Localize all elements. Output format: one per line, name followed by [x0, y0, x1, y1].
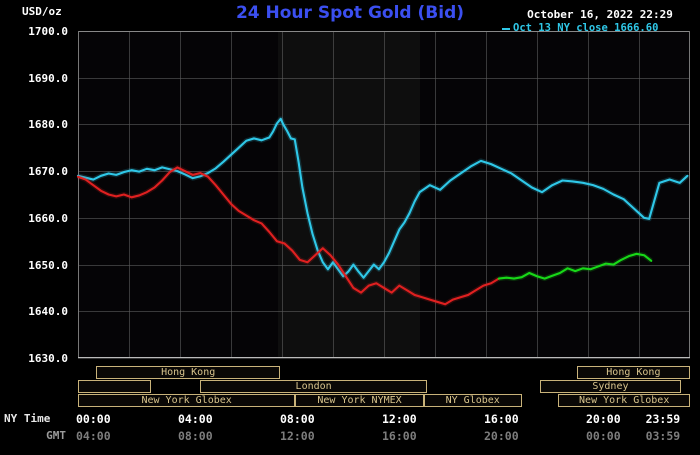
session-bar: [423, 394, 522, 407]
x-tick-gmt: 04:00: [76, 429, 111, 443]
session-bar: [540, 380, 681, 393]
nymex-session-shading: [278, 31, 420, 358]
x-tick-ny: 12:00: [382, 412, 417, 426]
x-tick-gmt: 03:59: [645, 429, 681, 443]
gmt-row-label: GMT: [46, 429, 66, 442]
x-tick-gmt: 20:00: [484, 429, 519, 443]
series-glow: [498, 251, 653, 282]
y-tick-label: 1630.0: [28, 352, 68, 365]
plot-area: [76, 31, 690, 359]
gridline-vertical: [639, 31, 640, 358]
session-label: Hong Kong: [606, 367, 661, 378]
session-label: London: [295, 381, 332, 392]
session-bar: [200, 380, 427, 393]
x-tick-gmt: 00:00: [586, 429, 621, 443]
plot-border-right: [689, 31, 690, 358]
session-label: NY Globex: [445, 395, 500, 406]
gridline-vertical: [333, 31, 334, 358]
x-tick-ny: 08:00: [280, 412, 315, 426]
series-glow: [77, 116, 690, 281]
price-line: [497, 252, 653, 280]
x-tick-gmt: 08:00: [178, 429, 213, 443]
market-session-bars: Hong Kong Hong Kong London Sydney New York G…: [78, 366, 690, 408]
y-axis-unit-label: USD/oz: [22, 5, 62, 18]
session-bar: [96, 366, 280, 379]
gridline-vertical: [384, 31, 385, 358]
session-label: New York NYMEX: [317, 395, 402, 406]
legend-color-swatch: [502, 27, 510, 30]
x-tick-ny: 04:00: [178, 412, 213, 426]
plot-border-left: [78, 31, 79, 358]
gridline-horizontal: [78, 358, 690, 359]
x-tick-ny: 20:00: [586, 412, 621, 426]
x-tick-ny: 00:00: [76, 412, 111, 426]
session-bar: [576, 366, 690, 379]
plot-border-top: [78, 31, 690, 32]
session-label: New York Globex: [579, 395, 670, 406]
price-line: [76, 117, 689, 279]
y-tick-label: 1700.0: [28, 25, 68, 38]
x-axis: NY Time GMT 00:00 04:00 04:00 08:00 08:00 12:…: [0, 408, 700, 455]
session-bar: [78, 394, 296, 407]
gridline-vertical: [588, 31, 589, 358]
price-series-lines: [76, 116, 690, 307]
session-label: Sydney: [592, 381, 629, 392]
gridline-vertical: [180, 31, 181, 358]
price-line: [76, 166, 500, 306]
gridline-vertical: [129, 31, 130, 358]
y-tick-label: 1680.0: [28, 118, 68, 132]
y-tick-label: 1650.0: [28, 258, 68, 272]
session-bar: [78, 380, 152, 393]
chart-title: 24 Hour Spot Gold (Bid): [235, 3, 465, 23]
session-bar: [558, 394, 690, 407]
session-bar: [295, 394, 424, 407]
session-label: Hong Kong: [161, 367, 216, 378]
x-tick-gmt: 12:00: [280, 429, 315, 443]
ny-time-row-label: NY Time: [4, 412, 51, 425]
gridline-vertical: [435, 31, 436, 358]
x-tick-ny: 23:59: [645, 412, 681, 426]
gridline-vertical: [282, 31, 283, 358]
gridline-vertical: [486, 31, 487, 358]
y-tick-label: 1670.0: [28, 165, 68, 179]
gridline-vertical: [231, 31, 232, 358]
x-tick-gmt: 16:00: [382, 429, 417, 443]
gridline-vertical: [537, 31, 538, 358]
y-tick-label: 1660.0: [28, 211, 68, 225]
legend-timestamp: October 16, 2022 22:29: [527, 8, 673, 21]
session-label: New York Globex: [141, 395, 232, 406]
x-tick-ny: 16:00: [484, 412, 519, 426]
y-tick-label: 1690.0: [28, 71, 68, 85]
y-tick-label: 1640.0: [28, 305, 68, 319]
plot-border-bottom: [78, 357, 690, 358]
